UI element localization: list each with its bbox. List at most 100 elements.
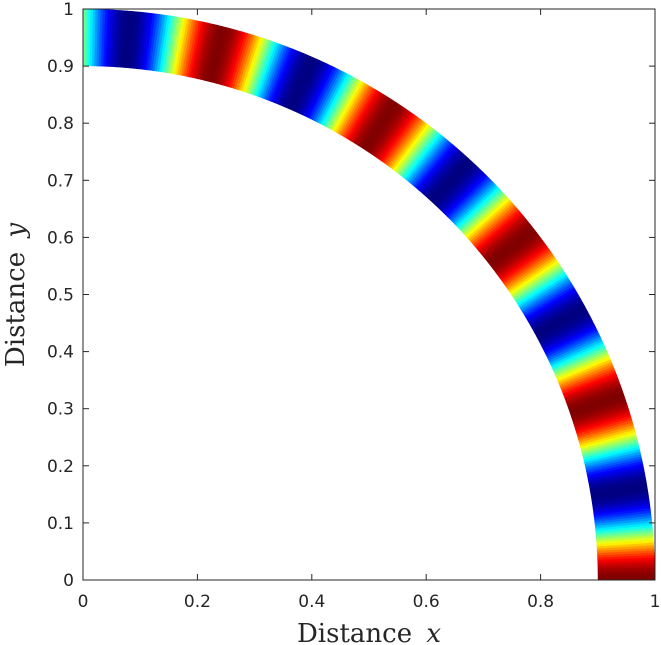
field-segment: [198, 23, 215, 80]
field-segment: [339, 85, 372, 137]
field-segment: [215, 28, 234, 85]
x-axis-label-var: x: [426, 619, 441, 645]
field-segment: [568, 391, 624, 413]
field-segment: [423, 151, 464, 197]
field-segment: [383, 116, 420, 165]
field-segment: [158, 15, 171, 73]
field-segment: [535, 307, 587, 337]
field-segment: [410, 139, 449, 185]
field-segment: [597, 551, 655, 558]
tick-marks: [82, 8, 656, 581]
field-segment: [582, 443, 640, 461]
field-segment: [332, 80, 363, 132]
field-segment: [505, 254, 555, 289]
field-segment: [377, 111, 414, 161]
field-segment: [593, 507, 651, 518]
field-segment: [582, 441, 639, 458]
field-segment: [536, 309, 589, 339]
field-segment: [370, 106, 405, 156]
field-segment: [573, 405, 629, 426]
field-segment: [469, 203, 515, 243]
field-segment: [448, 177, 491, 220]
field-segment: [293, 59, 321, 113]
field-segment: [499, 243, 548, 280]
field-segment: [349, 91, 382, 142]
field-segment: [597, 559, 655, 565]
field-segment: [379, 113, 416, 162]
field-segment: [583, 446, 640, 463]
field-segment: [534, 304, 586, 335]
field-segment: [594, 517, 652, 527]
field-segment: [287, 56, 314, 110]
y-tick-label: 0.1: [47, 514, 74, 534]
field-segment: [83, 9, 86, 67]
field-segment: [567, 386, 623, 409]
field-segment: [185, 20, 200, 77]
field-segment: [314, 69, 343, 123]
field-segment: [334, 81, 365, 133]
field-segment: [207, 25, 224, 82]
field-segment: [415, 143, 455, 190]
field-segment: [440, 168, 483, 212]
field-segment: [553, 349, 608, 376]
field-segment: [589, 477, 647, 491]
field-segment: [399, 129, 438, 177]
field-segment: [341, 86, 374, 138]
y-axis-label-text: Distance: [1, 252, 31, 367]
field-segment: [385, 117, 422, 166]
field-segment: [291, 58, 318, 112]
field-segment: [418, 147, 459, 193]
field-segment: [98, 9, 103, 67]
field-segment: [435, 163, 477, 208]
field-segment: [477, 212, 523, 252]
y-tick-label: 0.4: [47, 343, 74, 363]
field-segment: [312, 68, 341, 122]
field-segment: [247, 39, 270, 95]
field-segment: [576, 417, 633, 437]
field-segment: [585, 458, 643, 474]
field-segment: [571, 398, 627, 420]
field-segment: [530, 298, 583, 329]
field-segment: [523, 285, 575, 318]
y-axis-label: Distance y: [1, 223, 31, 367]
field-segment: [107, 9, 113, 67]
field-segment: [580, 431, 637, 450]
field-segment: [211, 27, 229, 84]
field-segment: [545, 329, 599, 357]
field-segment: [519, 276, 570, 310]
field-segment: [374, 109, 410, 158]
field-segment: [488, 227, 536, 266]
field-segment: [147, 13, 158, 71]
field-segment: [390, 122, 428, 170]
field-segment: [386, 119, 424, 167]
field-segment: [460, 191, 505, 233]
field-segment: [113, 10, 121, 68]
field-segment: [537, 311, 590, 341]
y-tick-label: 1: [63, 0, 74, 20]
field-segment: [584, 453, 642, 469]
field-segment: [595, 524, 653, 533]
field-segment: [520, 279, 571, 312]
field-segment: [306, 65, 334, 119]
field-segment: [454, 184, 498, 227]
field-segment: [142, 12, 153, 70]
field-segment: [430, 158, 472, 203]
field-segment: [581, 438, 639, 456]
field-segment: [136, 12, 146, 70]
field-segment: [428, 156, 470, 202]
field-segment: [230, 33, 251, 89]
field-segment: [466, 199, 512, 240]
field-segment: [456, 186, 500, 228]
field-segment: [591, 490, 649, 502]
field-segment: [269, 47, 293, 102]
field-segment: [562, 372, 618, 396]
field-segment: [260, 44, 284, 99]
field-segment: [245, 38, 267, 94]
field-segment: [134, 11, 143, 69]
field-segment: [162, 15, 175, 73]
field-segment: [586, 460, 644, 476]
field-segment: [222, 30, 241, 87]
field-segment: [540, 318, 593, 347]
field-segment: [594, 519, 653, 529]
field-segment: [302, 63, 330, 117]
